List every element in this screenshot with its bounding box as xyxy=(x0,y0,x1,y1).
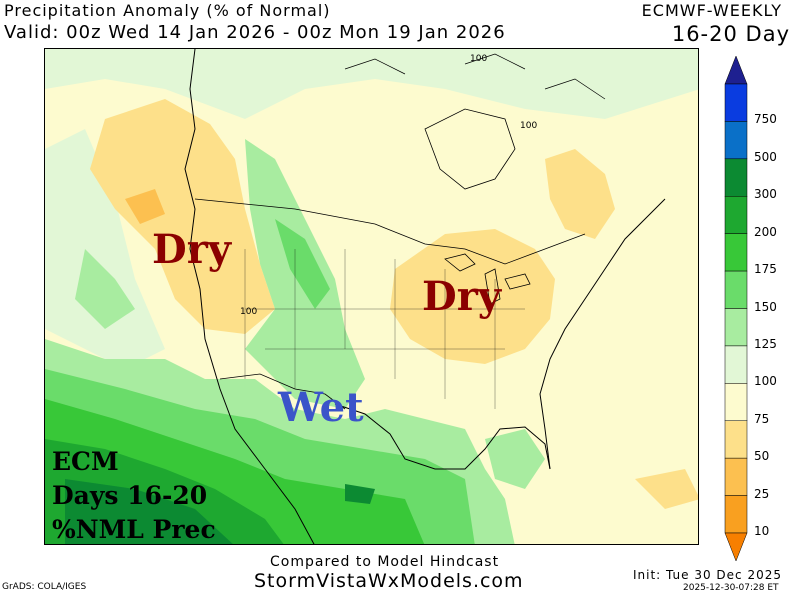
contour-label: 100 xyxy=(240,307,257,317)
legend-swatch xyxy=(724,308,748,347)
legend-label: 50 xyxy=(754,449,770,464)
dry-anomaly-northwest xyxy=(90,99,275,334)
legend-label: 175 xyxy=(754,262,777,277)
legend-label: 10 xyxy=(754,524,770,538)
coastline-west xyxy=(184,49,315,544)
coastline-gulf xyxy=(334,403,551,470)
legend-swatch xyxy=(724,383,748,422)
init-time: Init: Tue 30 Dec 2025 xyxy=(633,568,783,582)
coastline-east xyxy=(539,198,666,470)
legend-swatch xyxy=(724,270,748,309)
comparison-note: Compared to Model Hindcast xyxy=(270,554,500,570)
dry-annotation-west: Dry xyxy=(152,226,232,273)
wet-anomaly-north xyxy=(45,49,698,119)
great-lakes xyxy=(444,253,531,305)
legend-swatch xyxy=(724,121,748,160)
days-label: Days 16-20 xyxy=(52,481,208,510)
legend-swatch xyxy=(724,196,748,234)
legend-swatch xyxy=(724,158,748,197)
legend-label: 150 xyxy=(754,299,777,314)
legend-swatch xyxy=(724,345,748,384)
color-legend xyxy=(724,56,748,561)
precip-anomaly-map: 100 100 100 xyxy=(44,48,699,545)
legend-arrow-bottom xyxy=(724,532,748,561)
wet-annotation: Wet xyxy=(278,384,364,431)
legend-label: 100 xyxy=(754,374,777,389)
valid-period: Valid: 00z Wed 14 Jan 2026 - 00z Mon 19 … xyxy=(4,22,506,43)
legend-label: 25 xyxy=(754,486,770,501)
contour-label: 100 xyxy=(520,121,537,131)
dry-anomaly-great-lakes xyxy=(390,229,555,364)
map-title: Precipitation Anomaly (% of Normal) xyxy=(4,1,331,20)
forecast-range: 16-20 Day xyxy=(671,22,790,46)
model-label: ECM xyxy=(52,447,119,476)
grads-credit: GrADS: COLA/IGES xyxy=(2,582,87,592)
legend-swatch xyxy=(724,420,748,459)
hudson-bay xyxy=(424,108,516,190)
dry-annotation-east: Dry xyxy=(422,273,502,320)
legend-label: 300 xyxy=(754,187,777,202)
model-name: ECMWF-WEEKLY xyxy=(641,1,782,20)
legend-label: 750 xyxy=(754,112,777,127)
us-canada-border xyxy=(194,198,586,265)
dry-anomaly-northeast xyxy=(545,149,615,239)
site-name: StormVistaWxModels.com xyxy=(254,570,524,592)
legend-label: 500 xyxy=(754,149,777,164)
field-label: %NML Prec xyxy=(52,515,216,544)
legend-arrow-top xyxy=(724,56,748,85)
contour-label: 100 xyxy=(470,54,487,64)
legend-swatch xyxy=(724,495,748,534)
legend-label: 75 xyxy=(754,411,770,426)
legend-label: 125 xyxy=(754,336,777,351)
legend-swatch xyxy=(724,233,748,272)
legend-label: 200 xyxy=(754,224,777,239)
generation-timestamp: 2025-12-30-07:28 ET xyxy=(683,583,779,593)
legend-swatch xyxy=(724,457,748,496)
legend-swatch xyxy=(724,83,748,122)
